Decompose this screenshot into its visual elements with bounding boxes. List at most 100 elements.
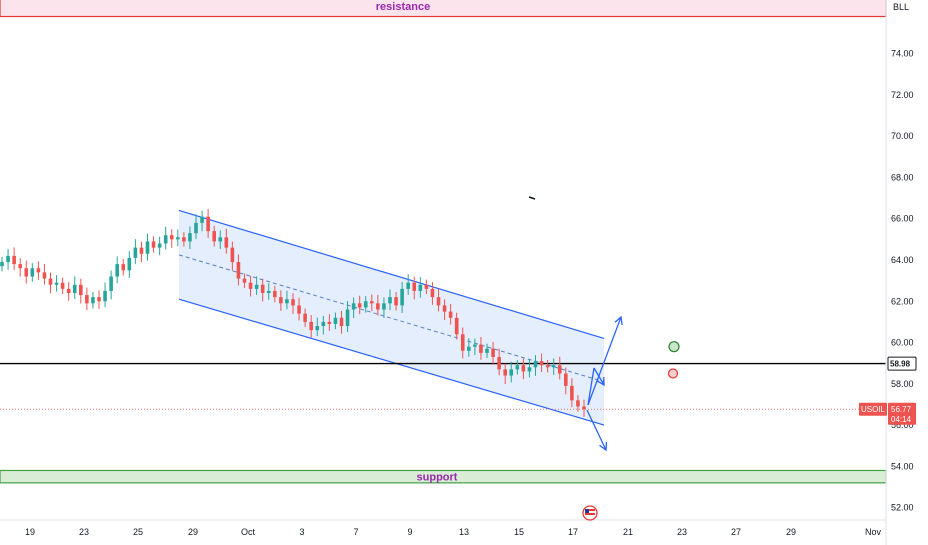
x-tick-label: 17 (568, 527, 578, 537)
y-tick-label: 66.00 (891, 214, 914, 224)
candle-body (72, 284, 77, 294)
channel-upper-line[interactable] (178, 209, 605, 339)
candle-body (133, 247, 138, 258)
channel-mid-line (178, 254, 605, 383)
symbol-tag: USOIL (861, 405, 886, 414)
candle-body (467, 346, 471, 351)
candle-body (24, 268, 29, 277)
candle-body (442, 305, 447, 312)
x-tick-label: 13 (459, 527, 469, 537)
candle-body (273, 290, 277, 298)
last-price-text: 56.77 (891, 405, 912, 414)
candle-body (91, 297, 95, 304)
candle-body (139, 247, 144, 254)
y-tick-label: 72.00 (891, 90, 914, 100)
x-tick-label: 21 (623, 527, 633, 537)
support-label: support (417, 472, 458, 484)
arrow-connector (587, 367, 595, 406)
candle-body (539, 361, 544, 366)
candle-body (388, 297, 392, 304)
candle-body (454, 317, 459, 335)
x-tick-label: 7 (353, 527, 358, 537)
arrow-shaft (587, 316, 622, 406)
candle-body (509, 369, 514, 376)
candle-body (436, 297, 441, 306)
candle-body (485, 348, 489, 353)
candle-body (12, 255, 16, 265)
candle-body (503, 369, 507, 376)
candle-body (333, 317, 338, 324)
projection-arrows[interactable] (586, 315, 623, 452)
candle-body (279, 297, 283, 304)
corner-label-box (888, 0, 918, 14)
candle-body (218, 237, 223, 242)
candle-body (248, 282, 253, 289)
channel-fill (179, 210, 604, 426)
candle-body (479, 344, 483, 353)
candle-body (242, 278, 247, 283)
x-axis[interactable]: 19 23 25 29 Oct 3 7 9 13 15 17 21 23 27 29 Nov (25, 527, 882, 537)
candle-body (303, 313, 307, 322)
candle-body (30, 268, 35, 277)
y-tick-label: 68.00 (891, 172, 914, 182)
candle-body (157, 243, 162, 248)
green-circle-marker[interactable] (668, 341, 680, 353)
y-tick-label: 70.00 (891, 131, 914, 141)
candle-body (260, 284, 265, 294)
candle-body (291, 299, 295, 306)
candle-body (557, 365, 562, 374)
candle-body (127, 257, 132, 271)
candle-body (48, 278, 53, 285)
arrow-shaft (593, 367, 605, 386)
candle-body (42, 272, 47, 279)
candle-body (418, 284, 423, 291)
candle-body (97, 297, 101, 302)
candle-body (200, 216, 204, 223)
y-tick-label: 60.00 (891, 338, 914, 348)
resistance-label: resistance (376, 1, 430, 13)
candle-body (285, 299, 289, 304)
y-axis[interactable]: 74.00 72.00 70.00 68.00 66.00 64.00 62.00 60.00… (891, 49, 914, 513)
candle-body (54, 282, 59, 285)
candle-body (545, 365, 550, 368)
y-tick-label: 58.00 (891, 379, 914, 389)
x-tick-label: Oct (241, 527, 256, 537)
y-tick-label: 74.00 (891, 49, 914, 59)
candle-body (36, 268, 41, 273)
candle-body (582, 406, 586, 410)
candle-body (206, 216, 210, 232)
candle-body (570, 385, 574, 401)
x-tick-label: Nov (865, 527, 882, 537)
x-tick-label: 25 (133, 527, 143, 537)
flag-icon[interactable] (582, 505, 598, 521)
candle-body (6, 255, 10, 263)
hline-price-text: 58.98 (890, 360, 911, 369)
y-tick-label: 52.00 (891, 503, 914, 513)
candle-body (18, 264, 22, 269)
candle-body (109, 276, 113, 291)
x-tick-label: 23 (677, 527, 687, 537)
candle-body (521, 365, 526, 372)
candle-body (370, 301, 374, 304)
candle-body (527, 367, 532, 372)
candle-body (194, 222, 198, 234)
candle-body (424, 284, 429, 289)
y-tick-label: 64.00 (891, 255, 914, 265)
candle-body (236, 262, 241, 279)
channel-lower-line[interactable] (178, 298, 605, 426)
candle-body (169, 235, 174, 240)
candle-body (400, 288, 404, 306)
red-circle-marker[interactable] (667, 368, 679, 379)
candle-body (448, 311, 453, 318)
candle-body (533, 361, 538, 368)
candle-body (412, 282, 417, 291)
x-tick-label: 9 (407, 527, 412, 537)
candle-body (103, 290, 107, 302)
x-tick-label: 19 (25, 527, 35, 537)
hline-price-tag: 58.98 (887, 356, 917, 371)
candle-body (254, 284, 259, 289)
x-tick-label: 29 (786, 527, 796, 537)
candle-body (224, 237, 229, 248)
candle-body (491, 348, 495, 357)
